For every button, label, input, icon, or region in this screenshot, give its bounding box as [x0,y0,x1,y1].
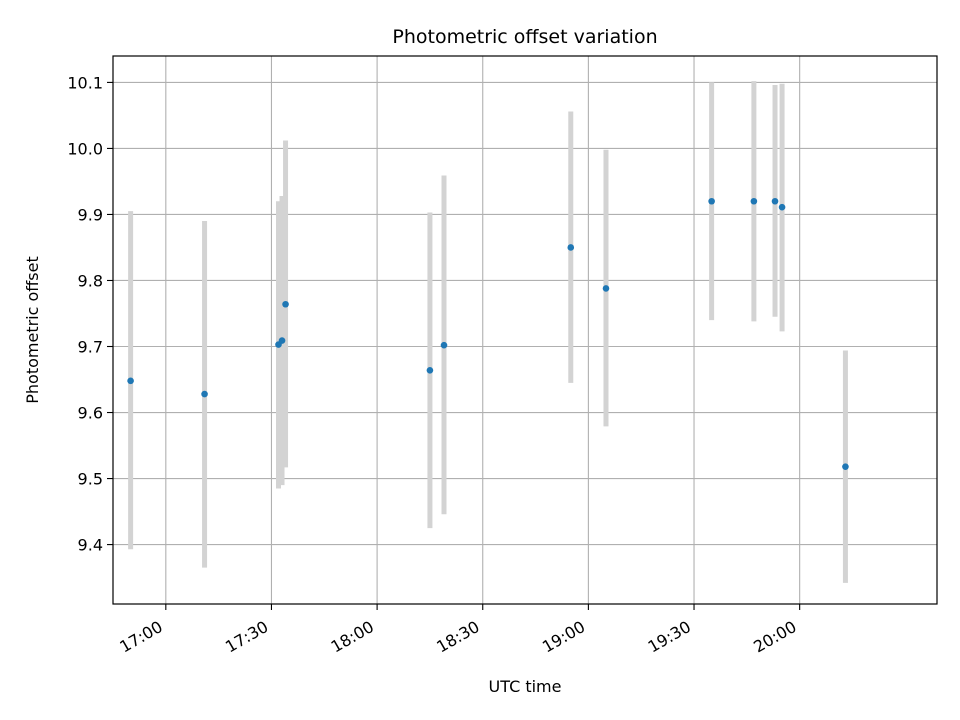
y-tick-label: 9.6 [78,404,103,423]
data-points [127,197,849,470]
data-point [750,197,758,205]
y-tick-label: 9.4 [78,536,103,555]
data-point [127,377,134,385]
x-axis-label: UTC time [489,677,562,696]
chart-title: Photometric offset variation [392,26,657,48]
y-tick-label: 9.7 [78,338,103,357]
y-axis-label: Photometric offset [23,256,42,404]
data-point [771,197,779,205]
grid [113,56,937,604]
data-point [440,341,448,349]
y-axis: 9.4 9.5 9.6 9.7 9.8 9.9 10.0 10.1 [67,73,113,555]
data-point [426,366,434,374]
data-point [278,337,286,344]
y-tick-label: 9.5 [78,470,103,489]
plot-frame [112,55,938,605]
y-tick-label: 10.0 [67,139,103,158]
y-tick-label: 9.9 [78,205,103,224]
data-point [567,244,575,251]
data-point [201,390,208,398]
data-point [778,203,786,211]
data-point [842,463,849,470]
data-point [602,285,610,292]
y-tick-label: 10.1 [67,73,103,92]
y-tick-label: 9.8 [78,271,103,290]
data-point [708,197,715,205]
data-point [282,300,289,308]
